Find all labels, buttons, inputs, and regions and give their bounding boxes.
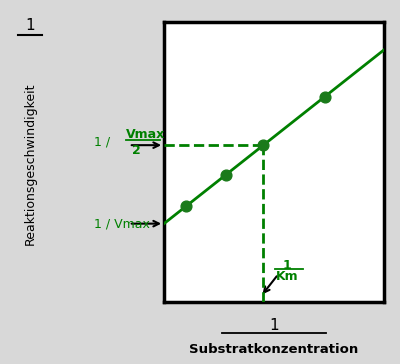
Text: 1 /: 1 / [94,135,114,148]
Text: Reaktionsgeschwindigkeit: Reaktionsgeschwindigkeit [24,83,36,245]
Text: 1: 1 [269,318,279,333]
Text: 1: 1 [25,18,35,33]
Point [260,143,266,149]
Text: Vmax: Vmax [126,128,165,141]
Point [322,94,328,100]
Text: 1: 1 [283,259,291,272]
Point [183,203,189,209]
Point [222,172,229,178]
Text: Substratkonzentration: Substratkonzentration [189,343,359,356]
Text: Km: Km [276,270,298,283]
Text: 1 / Vmax: 1 / Vmax [94,217,150,230]
Text: 2: 2 [132,144,140,157]
